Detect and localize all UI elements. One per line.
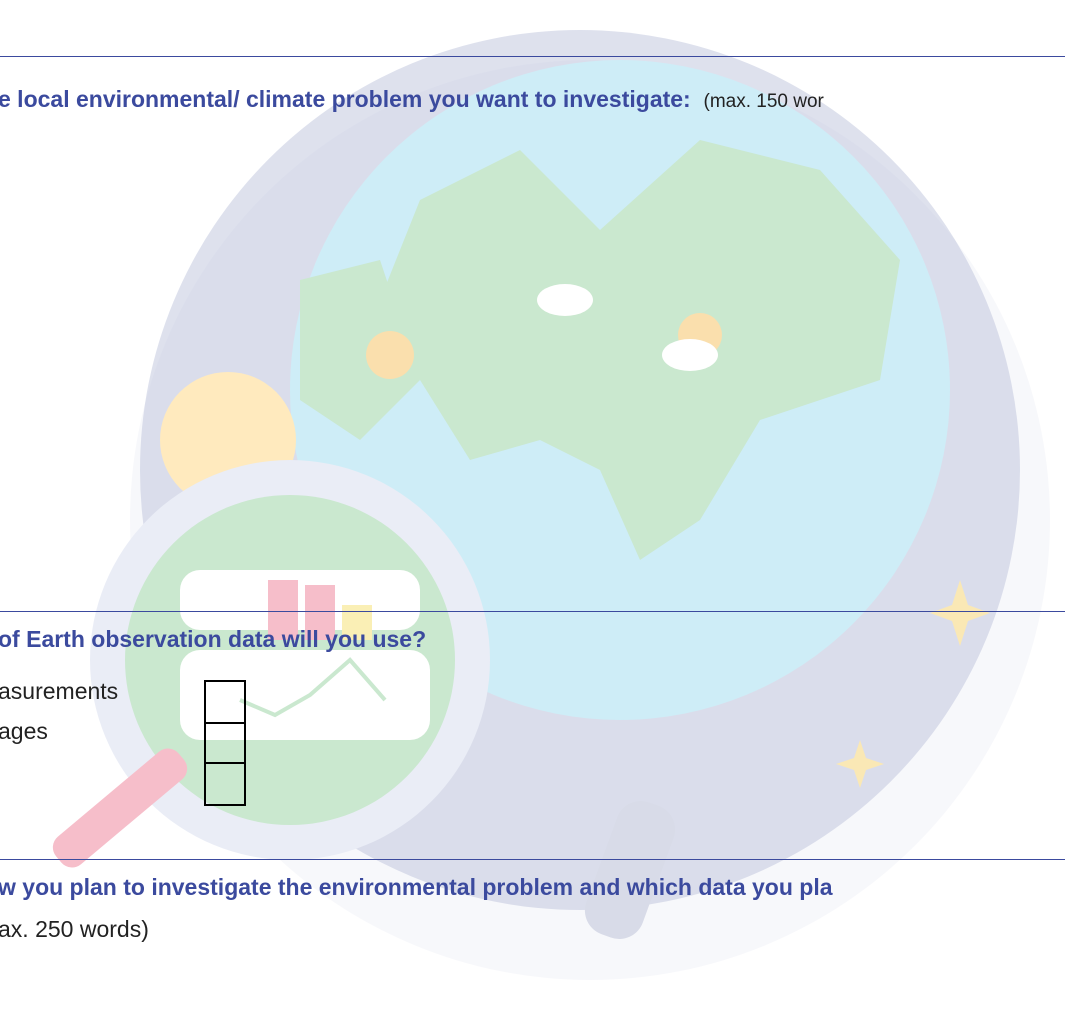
- section-heading: e local environmental/ climate problem y…: [0, 86, 824, 113]
- checkbox[interactable]: [204, 680, 246, 724]
- section-heading: of Earth observation data will you use?: [0, 626, 426, 653]
- option-label: ages: [0, 718, 48, 745]
- word-limit: ax. 250 words): [0, 916, 149, 943]
- section-heading: w you plan to investigate the environmen…: [0, 874, 833, 901]
- section-rule: [0, 56, 1065, 57]
- option-label: asurements: [0, 678, 118, 705]
- checkbox[interactable]: [204, 762, 246, 806]
- heading-text: e local environmental/ climate problem y…: [0, 86, 691, 112]
- section-rule: [0, 859, 1065, 860]
- section-rule: [0, 611, 1065, 612]
- background-illustration: [0, 0, 1065, 1012]
- checkbox[interactable]: [204, 722, 246, 764]
- page: {"section1": {"heading": "e local enviro…: [0, 0, 1065, 1012]
- word-limit: (max. 150 wor: [704, 91, 824, 112]
